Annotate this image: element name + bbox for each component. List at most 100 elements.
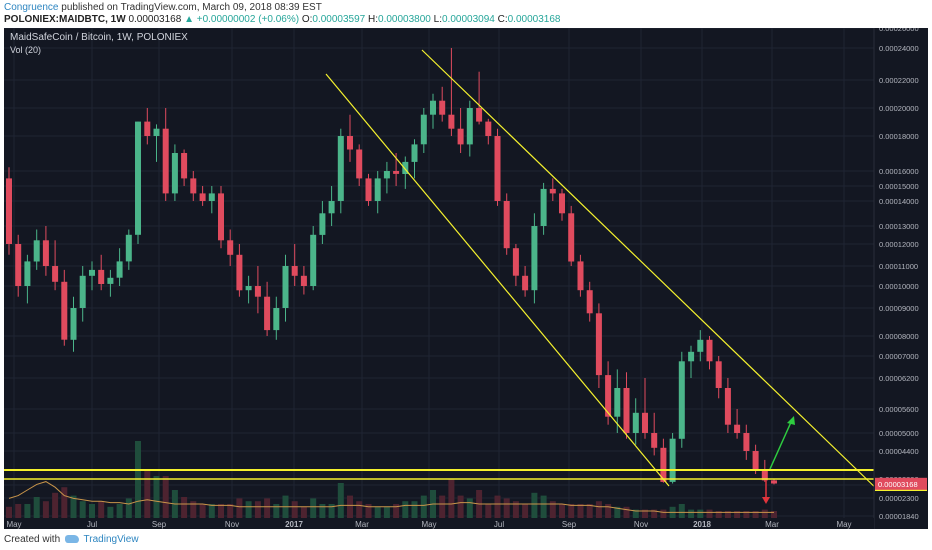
- candle: [291, 244, 298, 286]
- volume-bar: [411, 501, 418, 518]
- candle: [153, 124, 160, 162]
- candle: [199, 186, 206, 206]
- chart-area[interactable]: 0.00026000 0.00024000 0.00022000 0.00020000…: [4, 24, 928, 529]
- x-tick-label: Nov: [634, 520, 648, 529]
- candle: [218, 186, 224, 249]
- candle: [125, 229, 132, 270]
- candle-body: [264, 296, 271, 331]
- y-axis: 0.00026000 0.00024000 0.00022000 0.00020000…: [873, 24, 928, 529]
- candle-body: [715, 361, 722, 388]
- candle: [162, 108, 169, 201]
- candle-body: [494, 136, 501, 201]
- candle-body: [291, 266, 298, 276]
- candle-body: [199, 193, 206, 201]
- price-chart[interactable]: 0.00026000 0.00024000 0.00022000 0.00020000…: [4, 24, 928, 529]
- candle-body: [420, 114, 427, 145]
- volume-ma-line: [8, 481, 774, 513]
- y-tick-label: 0.00012000: [879, 240, 919, 249]
- x-tick-label: 2017: [285, 520, 303, 529]
- candle-body: [171, 153, 178, 194]
- volume-bar: [771, 511, 777, 518]
- y-tick-label: 0.00001840: [879, 512, 919, 521]
- tradingview-brand[interactable]: TradingView: [83, 534, 139, 545]
- candle-body: [660, 447, 667, 482]
- volume-bar: [540, 495, 547, 518]
- volume-bar: [98, 501, 105, 518]
- volume-bar: [614, 506, 621, 518]
- candle: [116, 248, 123, 286]
- x-tick-label: Jul: [87, 520, 97, 529]
- volume-bar: [632, 509, 639, 518]
- candle: [52, 240, 59, 291]
- channel-lower-line: [325, 73, 670, 487]
- volume-bar: [199, 504, 206, 518]
- candle: [107, 269, 114, 297]
- indicator-label: Vol (20): [10, 45, 41, 55]
- candle: [365, 173, 372, 206]
- symbol-name: POLONIEX:MAIDBTC, 1W: [4, 14, 126, 25]
- x-tick-label: Mar: [765, 520, 779, 529]
- candle: [24, 254, 31, 304]
- candle: [503, 193, 510, 255]
- volume-bar: [761, 509, 768, 518]
- y-tick-label: 0.00013000: [879, 222, 919, 231]
- y-tick-label: 0.00007000: [879, 352, 919, 361]
- candle-body: [61, 281, 68, 340]
- candle: [651, 412, 658, 456]
- candle-body: [319, 213, 326, 235]
- candle-body: [706, 339, 713, 362]
- y-tick-label: 0.00006200: [879, 374, 919, 383]
- candle-body: [448, 114, 455, 129]
- volume-bar: [549, 501, 556, 518]
- l-label: L:: [433, 14, 442, 25]
- candle-body: [356, 149, 363, 179]
- candle-body: [771, 480, 777, 484]
- volume-bar: [144, 469, 151, 518]
- candle-body: [669, 438, 676, 482]
- y-tick-label: 0.00008000: [879, 332, 919, 341]
- volume-bar: [512, 501, 519, 518]
- x-axis-panel: [4, 518, 874, 529]
- volume-bar: [70, 495, 77, 518]
- volume-bar: [724, 511, 731, 518]
- volume-bar: [595, 501, 602, 518]
- candle-body: [135, 121, 141, 235]
- candle-body: [42, 240, 49, 266]
- candle-body: [476, 108, 483, 122]
- candle: [411, 139, 418, 179]
- candle: [485, 118, 492, 145]
- volume-bar: [153, 476, 160, 518]
- author-link[interactable]: Congruence: [4, 2, 59, 13]
- footer: Created with TradingView: [4, 534, 139, 545]
- candle: [264, 281, 271, 336]
- chart-background: [4, 28, 928, 529]
- last-price: 0.00003168: [128, 14, 182, 25]
- candle: [328, 186, 335, 226]
- candle: [282, 254, 289, 322]
- y-tick-label: 0.00022000: [879, 76, 919, 85]
- candle: [89, 261, 95, 291]
- candle: [356, 144, 363, 186]
- volume-bar: [402, 501, 409, 518]
- volume-bar: [365, 504, 372, 518]
- volume-bar: [79, 501, 86, 518]
- candle-body: [724, 388, 731, 425]
- candle: [605, 361, 612, 425]
- candle: [254, 266, 261, 314]
- candle-body: [402, 161, 409, 174]
- candle-body: [512, 248, 519, 276]
- volume-bar: [439, 495, 446, 518]
- candle: [144, 108, 151, 145]
- candle: [347, 114, 353, 162]
- volume-bar: [254, 501, 261, 518]
- candle-body: [218, 193, 224, 241]
- candle: [135, 121, 141, 244]
- volume-bar: [623, 506, 630, 518]
- h-value: 0.00003800: [378, 14, 431, 25]
- candle: [337, 128, 344, 214]
- candle: [273, 296, 280, 340]
- candle: [402, 156, 409, 189]
- volume-bar: [319, 504, 326, 518]
- candle-body: [688, 351, 695, 362]
- candle: [715, 356, 722, 399]
